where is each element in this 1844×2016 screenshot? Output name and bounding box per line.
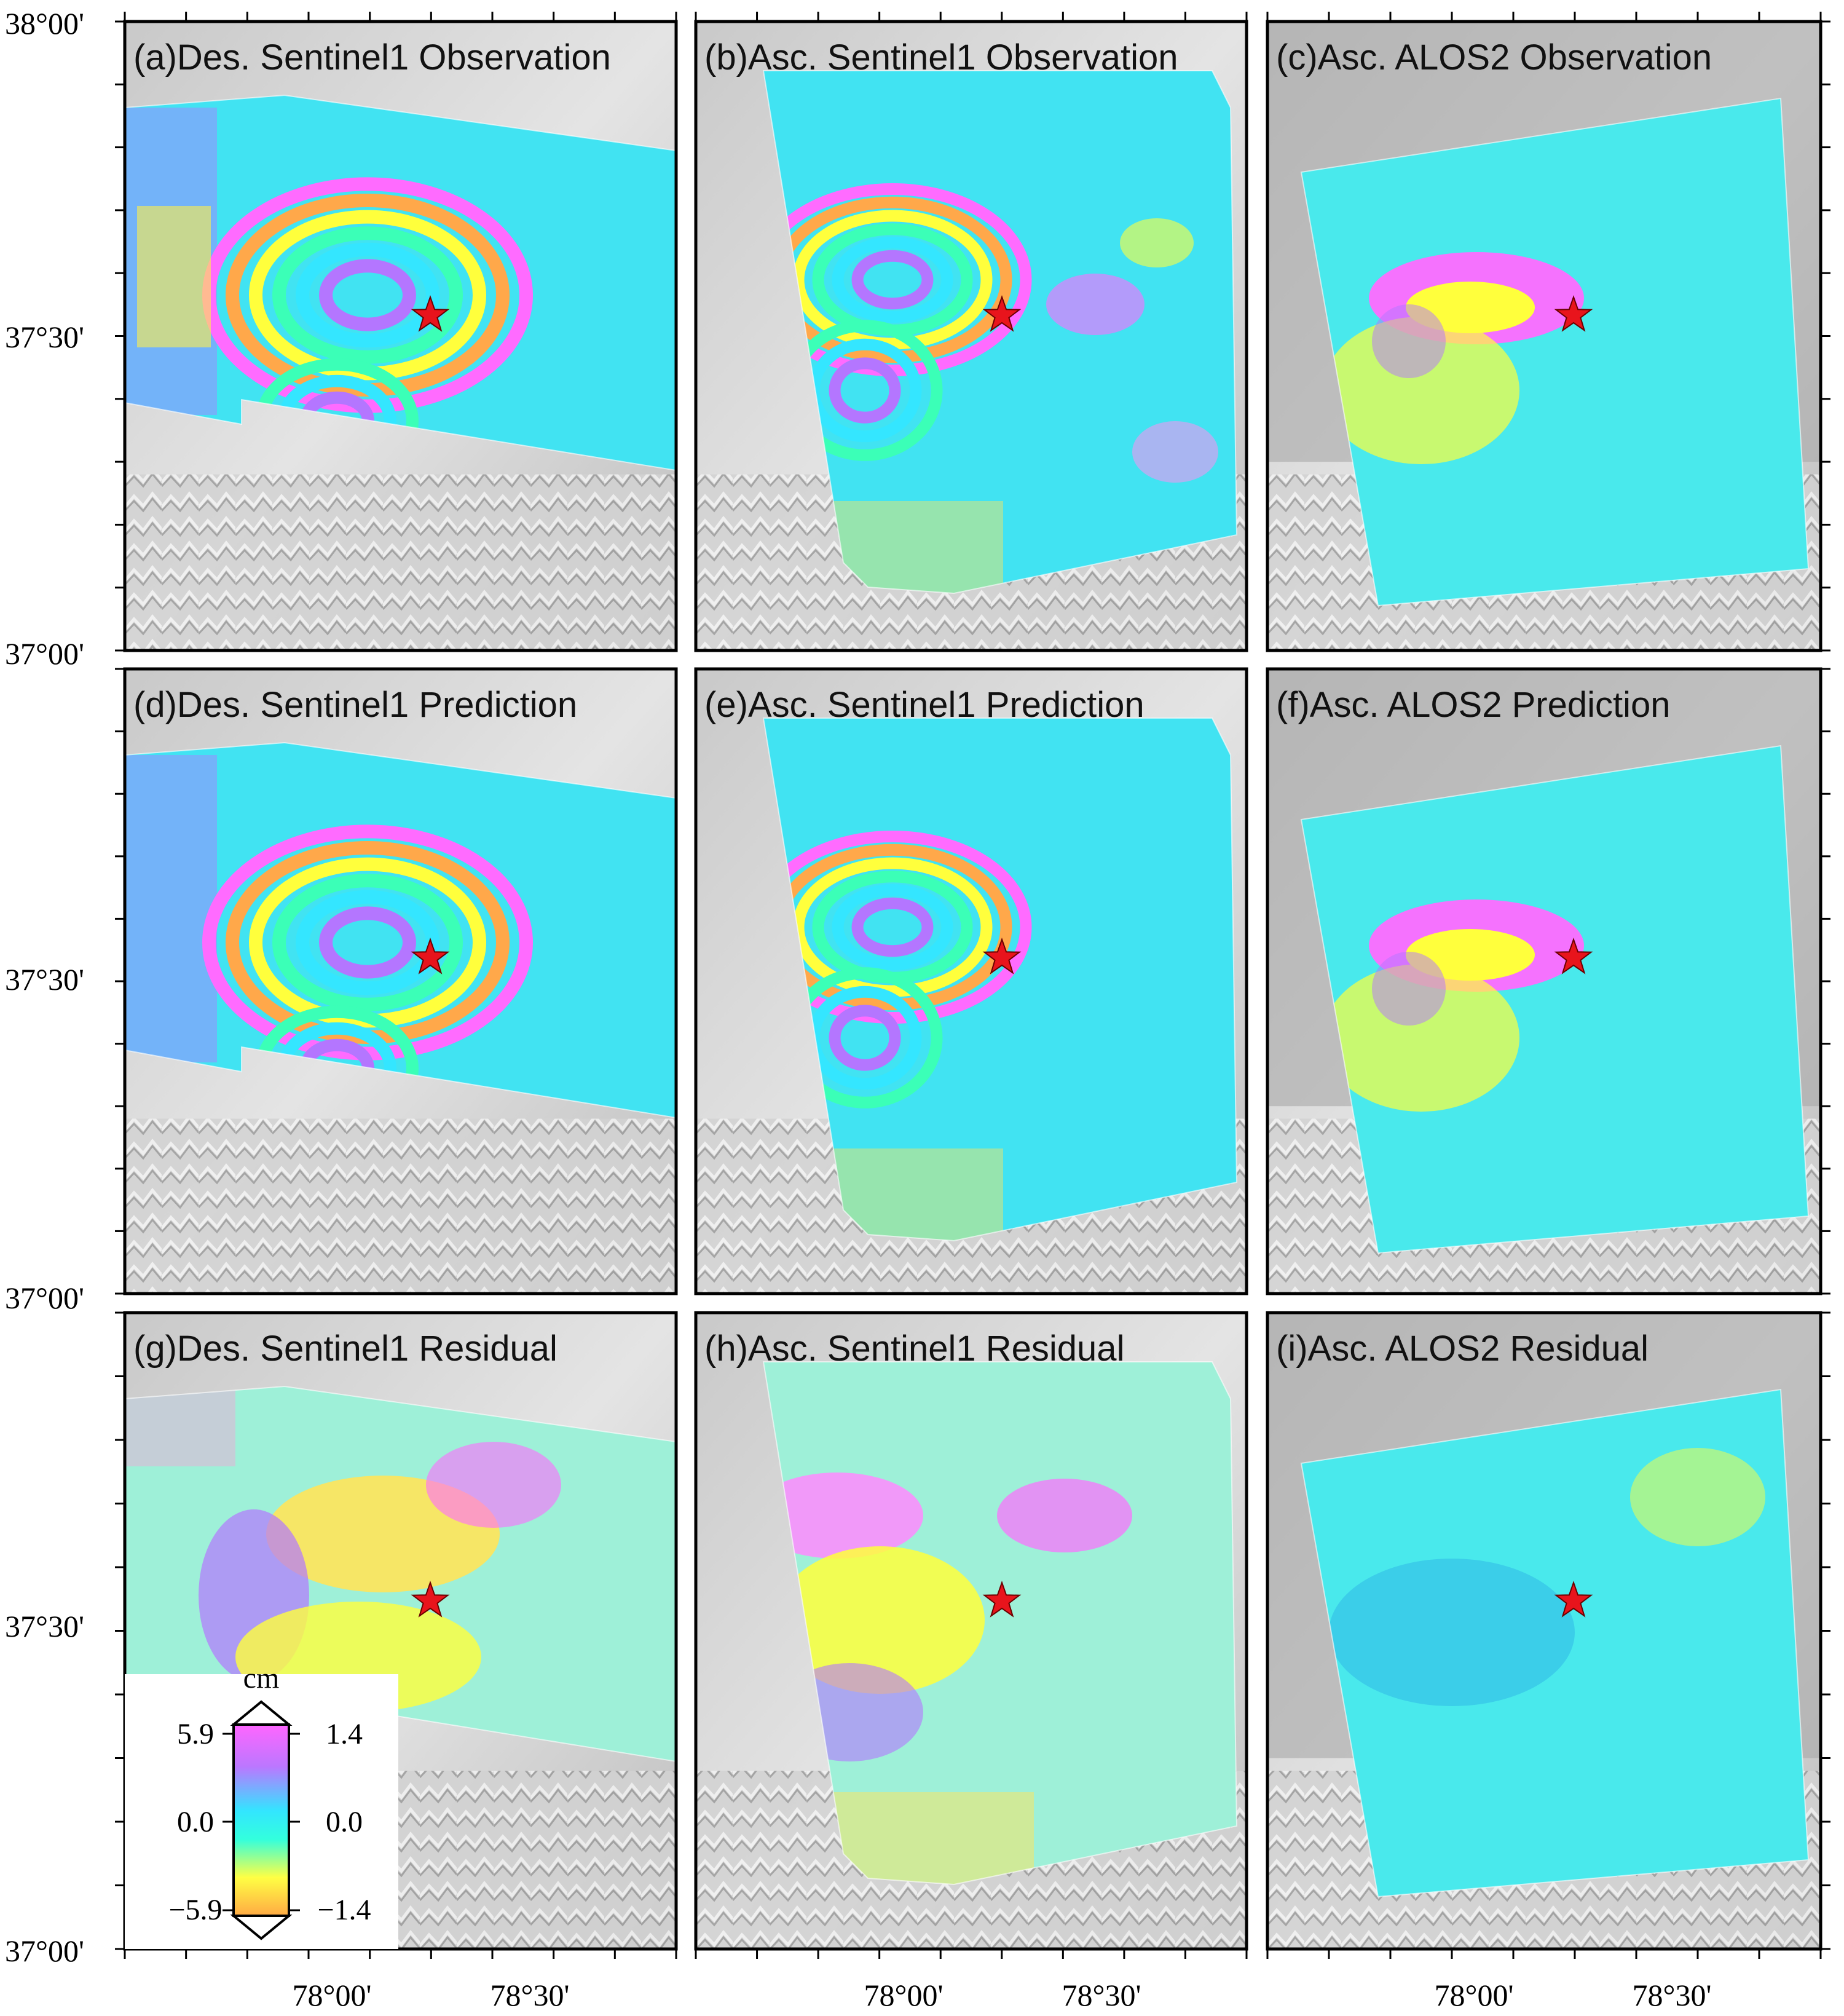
panel-title: (c)Asc. ALOS2 Observation: [1276, 38, 1712, 77]
panel-title: (h)Asc. Sentinel1 Residual: [704, 1329, 1124, 1369]
panel-title: (a)Des. Sentinel1 Observation: [133, 38, 611, 77]
x-axis-tick-label: 78°30': [1632, 1978, 1711, 2012]
axes-layer: 38°00' 37°30' 37°00' 37°30' 37°00' 37°30' 37°0…: [5, 6, 1712, 2012]
colorbar-bar: [232, 1723, 290, 1917]
interferogram-swath: [125, 743, 676, 1118]
map-panel: (c)Asc. ALOS2 Observation: [1266, 12, 1830, 652]
interferogram-swath: [763, 71, 1237, 593]
colorbar-right-max: 1.4: [326, 1718, 363, 1750]
interferogram-swath: [1301, 98, 1808, 606]
panel-frame: [694, 1311, 1248, 1951]
x-axis-tick-label: 78°30': [490, 1978, 569, 2012]
x-axis-tick-label: 78°00': [1434, 1978, 1513, 2012]
map-panel: (i)Asc. ALOS2 Residual: [1266, 1311, 1830, 1959]
panel-title: (e)Asc. Sentinel1 Prediction: [704, 685, 1145, 725]
colorbar-bottom-arrow: [230, 1915, 293, 1940]
map-panel: (e)Asc. Sentinel1 Prediction: [694, 667, 1248, 1295]
y-axis-tick-label: 37°00': [5, 636, 84, 671]
interferogram-swath: [763, 718, 1237, 1241]
map-panel: (a)Des. Sentinel1 Observation: [115, 12, 678, 652]
map-panel: (f)Asc. ALOS2 Prediction: [1266, 667, 1830, 1295]
y-axis-tick-label: 38°00': [5, 6, 84, 41]
colorbar-left-mid: 0.0: [177, 1806, 214, 1838]
interferogram-swath: [1301, 1389, 1808, 1897]
map-panel: (d)Des. Sentinel1 Prediction: [115, 667, 678, 1295]
y-axis-tick-label: 37°30': [5, 1609, 84, 1643]
map-panel: (b)Asc. Sentinel1 Observation: [694, 12, 1248, 652]
colorbar-left-min: −5.9: [168, 1894, 222, 1926]
y-axis-tick-label: 37°30': [5, 962, 84, 997]
y-axis-tick-label: 37°00': [5, 1281, 84, 1315]
map-panel: (h)Asc. Sentinel1 Residual: [694, 1311, 1248, 1959]
colorbar-right-min: −1.4: [317, 1894, 371, 1926]
panel-title: (d)Des. Sentinel1 Prediction: [133, 685, 577, 725]
colorbar-left-max: 5.9: [177, 1718, 214, 1750]
y-axis-tick-label: 37°00': [5, 1934, 84, 1968]
colorbar-right-mid: 0.0: [326, 1806, 363, 1838]
panel-title: (f)Asc. ALOS2 Prediction: [1276, 685, 1670, 725]
interferogram-swath: [125, 95, 676, 470]
colorbar-legend: cm 5.9 0.0 −5.9 1.4 0.0 −1.4: [125, 1662, 398, 1949]
panel-frame: [694, 667, 1248, 1295]
interferogram-swath: [1301, 746, 1808, 1253]
y-axis-tick-label: 37°30': [5, 320, 84, 354]
panels-layer: (a)Des. Sentinel1 Observation (b)Asc. Sen…: [115, 12, 1830, 1959]
interferogram-swath: [763, 1362, 1237, 1884]
panel-title: (i)Asc. ALOS2 Residual: [1276, 1329, 1649, 1369]
x-axis-tick-label: 78°00': [292, 1978, 371, 2012]
panel-title: (b)Asc. Sentinel1 Observation: [704, 38, 1178, 77]
panel-frame: [694, 20, 1248, 652]
x-axis-tick-label: 78°30': [1062, 1978, 1141, 2012]
colorbar-unit: cm: [243, 1662, 280, 1694]
panel-title: (g)Des. Sentinel1 Residual: [133, 1329, 558, 1369]
x-axis-tick-label: 78°00': [864, 1978, 943, 2012]
